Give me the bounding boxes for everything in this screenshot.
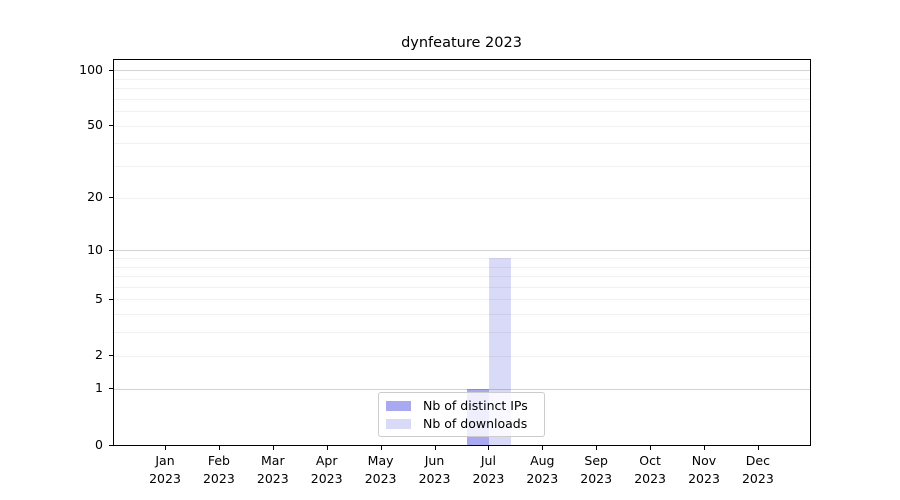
gridline-minor — [114, 87, 810, 89]
legend-label-downloads: Nb of downloads — [423, 416, 528, 431]
legend-swatch-downloads-icon — [386, 418, 411, 429]
x-tick-label-mar: Mar 2023 — [256, 453, 289, 486]
x-tick-mark — [542, 446, 544, 450]
gridline-minor — [114, 166, 810, 167]
y-tick-mark — [109, 197, 113, 199]
x-tick-mark — [218, 446, 220, 450]
gridline-minor — [114, 98, 810, 100]
gridline-major — [114, 388, 810, 390]
x-tick-mark — [650, 446, 652, 450]
y-tick-label: 20 — [87, 189, 103, 205]
x-tick-label-sep: Sep 2023 — [580, 453, 613, 486]
x-tick-label-oct: Oct 2023 — [634, 453, 666, 486]
x-tick-mark — [326, 446, 328, 450]
chart-title: dynfeature 2023 — [401, 35, 522, 51]
x-tick-label-jul: Jul 2023 — [472, 453, 505, 486]
gridline-minor — [114, 78, 810, 80]
x-tick-label-jun: Jun 2023 — [418, 453, 451, 486]
gridline-major — [114, 70, 810, 71]
gridline-minor — [114, 266, 810, 268]
x-tick-mark — [488, 446, 490, 450]
y-tick-mark — [109, 249, 113, 251]
gridline-minor — [114, 257, 810, 259]
y-tick-mark — [109, 125, 113, 126]
gridline-minor — [114, 111, 810, 112]
y-tick-mark — [109, 69, 113, 71]
gridline-minor — [114, 286, 810, 288]
y-tick-mark — [109, 388, 113, 390]
gridline-minor — [114, 332, 810, 334]
x-tick-label-aug: Aug 2023 — [526, 453, 559, 486]
legend: Nb of distinct IPs Nb of downloads — [378, 392, 545, 437]
legend-item-distinct-ips: Nb of distinct IPs — [386, 398, 536, 413]
x-tick-mark — [757, 446, 759, 450]
x-tick-label-apr: Apr 2023 — [310, 453, 343, 486]
y-tick-label: 100 — [79, 61, 103, 77]
gridline-minor — [114, 276, 810, 277]
legend-item-downloads: Nb of downloads — [386, 416, 536, 431]
y-tick-mark — [109, 444, 113, 446]
y-tick-mark — [109, 298, 113, 300]
gridline-minor — [114, 197, 810, 199]
gridline-major — [114, 250, 810, 252]
gridline-minor — [114, 314, 810, 316]
x-tick-label-dec: Dec 2023 — [741, 453, 774, 486]
x-tick-label-nov: Nov 2023 — [688, 453, 720, 486]
x-tick-label-feb: Feb 2023 — [202, 453, 235, 486]
plot-area — [113, 59, 811, 446]
legend-swatch-distinct-ips-icon — [386, 400, 411, 411]
x-tick-mark — [434, 446, 436, 450]
legend-label-distinct-ips: Nb of distinct IPs — [423, 398, 528, 413]
x-tick-mark — [704, 446, 705, 450]
y-tick-mark — [109, 355, 113, 357]
gridline-minor — [114, 125, 810, 127]
gridline-minor — [114, 355, 810, 357]
x-tick-mark — [165, 446, 166, 450]
y-tick-label: 2 — [95, 347, 103, 363]
x-tick-label-jan: Jan 2023 — [149, 453, 181, 486]
gridline-minor — [114, 299, 810, 301]
x-tick-mark — [272, 446, 274, 450]
y-tick-label: 50 — [87, 117, 103, 132]
x-tick-label-may: May 2023 — [364, 453, 397, 486]
gridline-minor — [114, 143, 810, 145]
y-tick-label: 1 — [95, 380, 103, 396]
x-tick-mark — [380, 446, 382, 450]
y-tick-label: 0 — [95, 436, 103, 452]
y-tick-label: 10 — [87, 241, 103, 257]
x-tick-mark — [596, 446, 598, 450]
y-tick-label: 5 — [95, 290, 103, 306]
